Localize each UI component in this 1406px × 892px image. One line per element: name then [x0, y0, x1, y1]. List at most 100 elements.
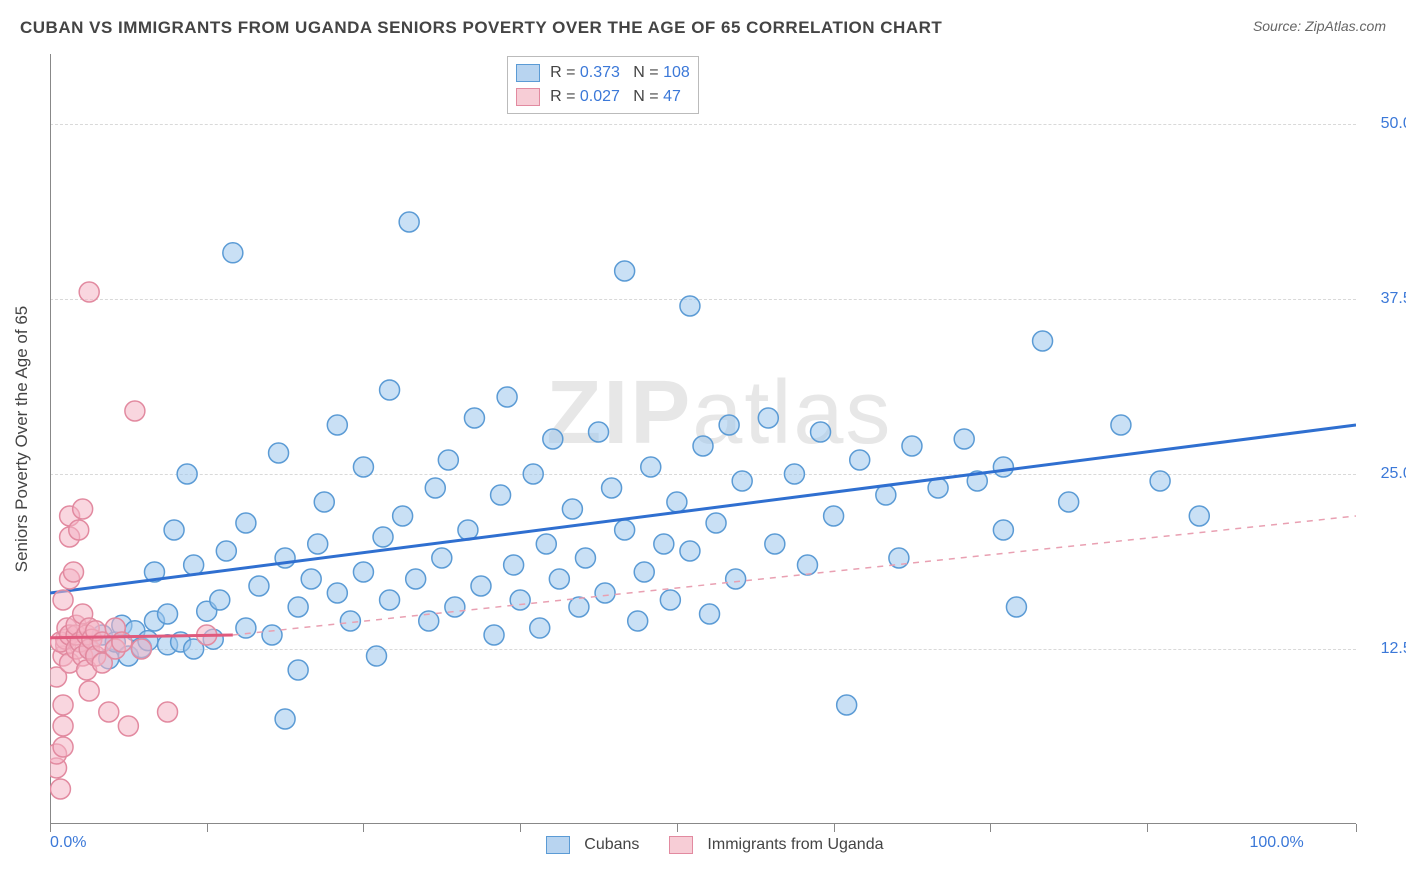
data-point	[602, 478, 622, 498]
data-point	[406, 569, 426, 589]
data-point	[654, 534, 674, 554]
data-point	[353, 457, 373, 477]
data-point	[510, 590, 530, 610]
data-point	[177, 464, 197, 484]
data-point	[53, 716, 73, 736]
x-tick	[1147, 824, 1148, 832]
data-point	[824, 506, 844, 526]
data-point	[667, 492, 687, 512]
data-point	[131, 639, 151, 659]
data-point	[353, 562, 373, 582]
legend-label: Immigrants from Uganda	[707, 836, 883, 854]
x-tick	[677, 824, 678, 832]
data-point	[850, 450, 870, 470]
data-point	[50, 779, 70, 799]
bottom-legend: Cubans Immigrants from Uganda	[546, 836, 903, 854]
y-tick-label: 37.5%	[1366, 290, 1406, 308]
data-point	[660, 590, 680, 610]
x-tick-label: 100.0%	[1249, 834, 1303, 852]
data-point	[380, 380, 400, 400]
y-tick-label: 12.5%	[1366, 640, 1406, 658]
stats-text: R = 0.027 N = 47	[550, 88, 681, 106]
data-point	[615, 520, 635, 540]
x-tick	[363, 824, 364, 832]
legend-swatch	[669, 836, 693, 854]
legend-swatch	[516, 88, 540, 106]
x-tick	[990, 824, 991, 832]
data-point	[112, 632, 132, 652]
y-tick-label: 50.0%	[1366, 115, 1406, 133]
data-point	[523, 464, 543, 484]
stats-text: R = 0.373 N = 108	[550, 64, 690, 82]
y-axis-label: Seniors Poverty Over the Age of 65	[12, 306, 32, 572]
data-point	[993, 457, 1013, 477]
data-point	[314, 492, 334, 512]
data-point	[425, 478, 445, 498]
data-point	[99, 702, 119, 722]
x-tick	[834, 824, 835, 832]
chart-plot-area: 12.5%25.0%37.5%50.0%0.0%100.0%Seniors Po…	[50, 54, 1356, 824]
data-point	[79, 282, 99, 302]
data-point	[1189, 506, 1209, 526]
data-point	[210, 590, 230, 610]
data-point	[367, 646, 387, 666]
data-point	[504, 555, 524, 575]
y-tick-label: 25.0%	[1366, 465, 1406, 483]
data-point	[288, 597, 308, 617]
data-point	[549, 569, 569, 589]
data-point	[837, 695, 857, 715]
data-point	[288, 660, 308, 680]
data-point	[876, 485, 896, 505]
data-point	[784, 464, 804, 484]
data-point	[595, 583, 615, 603]
x-tick-label: 0.0%	[50, 834, 86, 852]
data-point	[562, 499, 582, 519]
data-point	[732, 471, 752, 491]
data-point	[700, 604, 720, 624]
data-point	[393, 506, 413, 526]
stats-legend-row: R = 0.373 N = 108	[516, 61, 690, 85]
data-point	[438, 450, 458, 470]
data-point	[628, 611, 648, 631]
data-point	[530, 618, 550, 638]
data-point	[811, 422, 831, 442]
data-point	[327, 415, 347, 435]
data-point	[432, 548, 452, 568]
data-point	[471, 576, 491, 596]
data-point	[380, 590, 400, 610]
data-point	[902, 436, 922, 456]
data-point	[954, 429, 974, 449]
chart-header: CUBAN VS IMMIGRANTS FROM UGANDA SENIORS …	[20, 18, 1386, 46]
data-point	[69, 520, 89, 540]
legend-swatch	[546, 836, 570, 854]
data-point	[262, 625, 282, 645]
data-point	[53, 590, 73, 610]
data-point	[1033, 331, 1053, 351]
data-point	[797, 555, 817, 575]
data-point	[301, 569, 321, 589]
data-point	[53, 695, 73, 715]
x-tick	[520, 824, 521, 832]
data-point	[491, 485, 511, 505]
chart-svg-layer	[50, 54, 1356, 824]
legend-swatch	[516, 64, 540, 82]
data-point	[758, 408, 778, 428]
data-point	[464, 408, 484, 428]
data-point	[634, 562, 654, 582]
data-point	[765, 534, 785, 554]
x-tick	[207, 824, 208, 832]
data-point	[497, 387, 517, 407]
data-point	[615, 261, 635, 281]
data-point	[236, 618, 256, 638]
data-point	[373, 527, 393, 547]
legend-label: Cubans	[584, 836, 639, 854]
trend-line-extrap	[233, 516, 1356, 635]
data-point	[543, 429, 563, 449]
data-point	[484, 625, 504, 645]
data-point	[73, 499, 93, 519]
data-point	[445, 597, 465, 617]
data-point	[249, 576, 269, 596]
data-point	[1111, 415, 1131, 435]
stats-legend: R = 0.373 N = 108 R = 0.027 N = 47	[507, 56, 699, 114]
stats-legend-row: R = 0.027 N = 47	[516, 85, 690, 109]
